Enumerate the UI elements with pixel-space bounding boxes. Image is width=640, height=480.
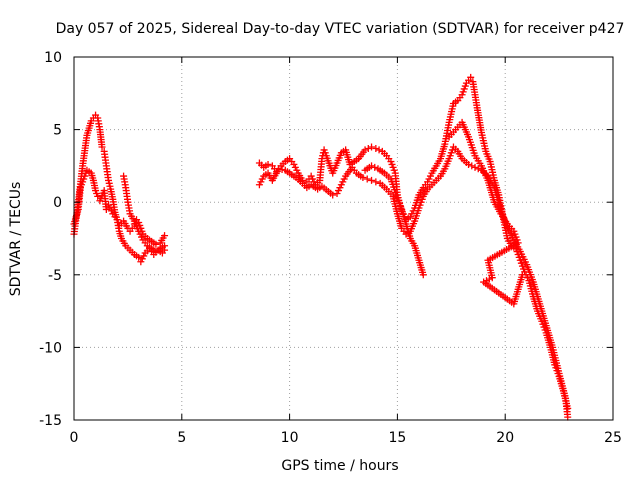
series-trace-d <box>255 73 572 412</box>
data-point <box>135 253 143 261</box>
data-point-fill <box>371 163 379 171</box>
y-axis-label: SDTVAR / TECUs <box>8 182 24 297</box>
data-point-fill <box>468 162 476 170</box>
data-point <box>361 146 369 154</box>
data-point <box>465 160 473 168</box>
x-tick-label: 20 <box>496 430 514 446</box>
data-point <box>329 191 337 199</box>
axis-ticks: 0 5 10 15 20 25 -15 -10 -5 0 5 10 <box>39 50 622 446</box>
data-point <box>518 271 526 279</box>
grid-lines <box>74 57 613 420</box>
data-point <box>264 160 272 168</box>
data-point <box>161 242 169 250</box>
data-point-fill <box>278 166 286 174</box>
data-point <box>368 176 376 184</box>
plot-frame <box>73 56 614 421</box>
x-axis-label: GPS time / hours <box>281 458 398 474</box>
data-point <box>152 240 160 248</box>
data-point <box>467 73 475 81</box>
data-point-fill <box>364 144 372 152</box>
data-point <box>102 205 110 213</box>
data-series <box>70 73 572 421</box>
y-tick-label: 0 <box>53 195 62 211</box>
x-tick-label: 5 <box>177 430 186 446</box>
data-point <box>368 143 376 151</box>
x-tick-label: 10 <box>281 430 299 446</box>
data-point-fill <box>375 146 383 154</box>
x-tick-label: 25 <box>604 430 622 446</box>
x-tick-label: 0 <box>70 430 79 446</box>
y-tick-label: -10 <box>39 340 62 356</box>
series-trace-c <box>120 172 169 256</box>
y-tick-label: -15 <box>39 413 62 429</box>
data-point <box>419 271 427 279</box>
data-point <box>359 174 367 182</box>
data-point <box>372 144 380 152</box>
data-point <box>471 163 479 171</box>
x-tick-label: 15 <box>388 430 406 446</box>
data-point <box>368 162 376 170</box>
chart-title: Day 057 of 2025, Sidereal Day-to-day VTE… <box>56 21 625 37</box>
data-point <box>161 232 169 240</box>
data-point <box>372 178 380 186</box>
y-tick-label: 5 <box>53 123 62 139</box>
series-trace-f <box>361 118 526 308</box>
data-point <box>363 175 371 183</box>
y-tick-label: -5 <box>48 268 62 284</box>
data-point <box>98 143 106 151</box>
data-point <box>275 165 283 173</box>
y-tick-label: 10 <box>44 50 62 66</box>
data-point <box>564 413 572 421</box>
series-trace-e <box>255 143 572 421</box>
